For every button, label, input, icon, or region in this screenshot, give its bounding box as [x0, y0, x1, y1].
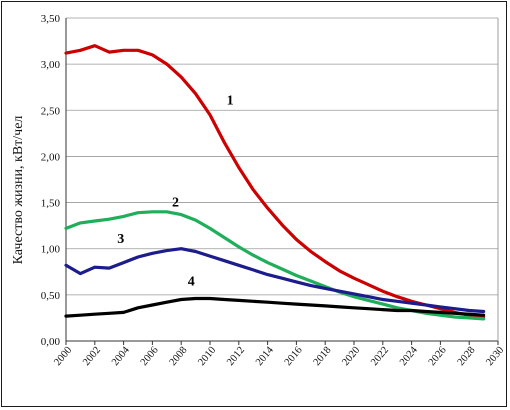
- y-tick-labels: 0,00 0,50 1,00 1,50 2,00 2,50 3,00 3,50: [41, 13, 61, 348]
- curve-label-2: 2: [172, 195, 179, 210]
- x-tick-label: 2004: [110, 344, 132, 368]
- series-line-3: [64, 247, 486, 314]
- y-axis-label: Качество жизни, кВт/чел: [11, 116, 26, 265]
- y-tick-label: 2,50: [41, 105, 61, 117]
- curve-label-4: 4: [188, 275, 195, 290]
- x-tick-label: 2006: [139, 345, 161, 368]
- y-tick-label: 3,50: [41, 13, 61, 25]
- y-tick-label: 2,00: [41, 151, 61, 163]
- x-tick-label: 2022: [369, 345, 391, 368]
- x-tick-label: 2014: [254, 344, 276, 368]
- x-tick-labels: 2000 2002 2004 2006 2008 2010 2012 2014 2016 2018…: [52, 344, 506, 368]
- x-tick-label: 2000: [52, 345, 74, 368]
- x-tick-label: 2016: [283, 345, 305, 368]
- series-lines: [64, 44, 486, 321]
- grid-lines: [66, 17, 498, 296]
- x-tick-label: 2018: [312, 345, 334, 368]
- x-tick-label: 2002: [81, 345, 103, 368]
- x-tick-label: 2026: [427, 345, 449, 368]
- series-line-4: [64, 296, 486, 318]
- x-tick-label: 2030: [484, 345, 506, 368]
- x-tick-label: 2028: [456, 345, 478, 368]
- x-tick-label: 2012: [225, 345, 247, 368]
- curve-labels: 1 2 3 4: [117, 94, 233, 290]
- axes: [65, 18, 499, 345]
- y-tick-label: 3,00: [41, 59, 61, 71]
- curve-label-3: 3: [117, 232, 124, 247]
- x-tick-label: 2024: [398, 344, 420, 368]
- y-tick-label: 0,00: [41, 336, 61, 348]
- x-tick-label: 2010: [196, 345, 218, 368]
- x-tick-label: 2020: [340, 345, 362, 368]
- y-tick-label: 1,00: [41, 244, 61, 256]
- y-tick-label: 0,50: [41, 290, 61, 302]
- curve-label-1: 1: [227, 94, 234, 109]
- y-tick-label: 1,50: [41, 198, 61, 210]
- x-tick-label: 2008: [168, 345, 190, 368]
